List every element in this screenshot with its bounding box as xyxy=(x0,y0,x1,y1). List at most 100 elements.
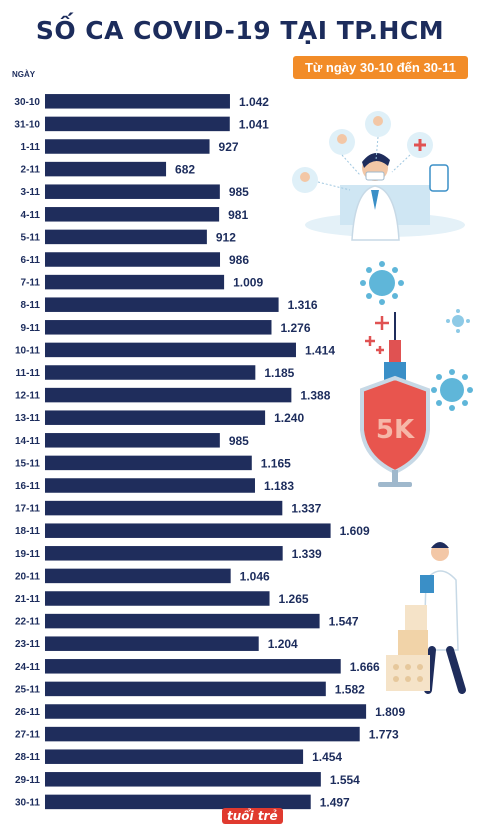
category-label: 30-10 xyxy=(14,97,40,108)
bar xyxy=(45,613,320,629)
bar xyxy=(45,546,283,561)
value-label: 1.042 xyxy=(239,95,269,109)
bar xyxy=(45,433,220,448)
bar xyxy=(45,636,259,651)
bar xyxy=(45,229,207,245)
date-range-badge: Từ ngày 30-10 đến 30-11 xyxy=(292,56,468,79)
value-label: 1.388 xyxy=(300,389,330,403)
value-label: 1.339 xyxy=(292,547,322,561)
doctor-network-illustration xyxy=(292,111,465,241)
category-label: 25-11 xyxy=(15,684,40,695)
value-label: 1.183 xyxy=(264,479,294,493)
doctor-clipboard-illustration xyxy=(386,542,466,694)
bar xyxy=(45,184,220,199)
bar xyxy=(45,591,270,606)
bar xyxy=(45,320,272,335)
bar xyxy=(45,568,231,584)
category-label: 2-11 xyxy=(21,165,41,176)
value-label: 1.041 xyxy=(239,117,269,131)
bar xyxy=(45,500,283,516)
category-label: 15-11 xyxy=(15,458,40,469)
plus-icon xyxy=(365,316,389,354)
value-label: 912 xyxy=(216,230,236,244)
value-label: 1.582 xyxy=(335,682,365,696)
vaccine-shield-icon: 5K xyxy=(360,312,430,487)
bar xyxy=(45,455,252,471)
value-label: 1.414 xyxy=(305,343,335,357)
bar xyxy=(45,365,256,380)
value-label: 1.240 xyxy=(274,411,304,425)
category-label: 28-11 xyxy=(15,752,40,763)
chart-title: SỐ CA COVID-19 TẠI TP.HCM xyxy=(35,16,445,45)
category-label: 6-11 xyxy=(21,255,41,266)
category-label: 26-11 xyxy=(15,707,40,718)
value-label: 1.666 xyxy=(350,660,380,674)
bar xyxy=(45,297,279,312)
bar xyxy=(45,659,341,674)
category-label: 5-11 xyxy=(21,232,41,243)
category-header: NGÀY xyxy=(12,70,36,79)
bar xyxy=(45,478,255,493)
value-label: 1.554 xyxy=(330,773,360,787)
category-label: 29-11 xyxy=(15,775,40,786)
category-label: 17-11 xyxy=(15,504,40,515)
value-label: 1.204 xyxy=(268,637,298,651)
value-label: 1.547 xyxy=(329,615,359,629)
value-label: 1.454 xyxy=(312,750,342,764)
category-label: 14-11 xyxy=(15,436,40,447)
virus-icon xyxy=(360,261,404,305)
category-label: 13-11 xyxy=(15,413,40,424)
value-label: 981 xyxy=(228,208,248,222)
value-label: 927 xyxy=(219,140,239,154)
value-label: 682 xyxy=(175,163,195,177)
value-label: 1.773 xyxy=(369,728,399,742)
publisher-logo: tuổi trẻ xyxy=(222,808,283,824)
category-label: 31-10 xyxy=(14,119,40,130)
value-label: 1.265 xyxy=(279,592,309,606)
bar xyxy=(45,252,221,267)
bar xyxy=(45,139,210,154)
category-label: 24-11 xyxy=(15,662,40,673)
category-label: 27-11 xyxy=(15,730,40,741)
bar xyxy=(45,523,331,538)
bar xyxy=(45,749,304,764)
value-label: 1.497 xyxy=(320,795,350,809)
value-label: 985 xyxy=(229,434,249,448)
bar xyxy=(45,772,321,787)
category-label: 8-11 xyxy=(21,300,41,311)
category-label: 11-11 xyxy=(16,368,41,379)
value-label: 1.185 xyxy=(264,366,294,380)
category-label: 16-11 xyxy=(15,481,40,492)
category-label: 9-11 xyxy=(21,323,41,334)
svg-text:5K: 5K xyxy=(376,415,415,445)
value-label: 1.276 xyxy=(280,321,310,335)
virus-icon xyxy=(446,309,470,333)
bar xyxy=(45,387,292,403)
category-label: 20-11 xyxy=(15,571,40,582)
category-label: 19-11 xyxy=(15,549,40,560)
value-label: 1.809 xyxy=(375,705,405,719)
bar xyxy=(45,681,326,697)
category-label: 3-11 xyxy=(21,187,41,198)
bar xyxy=(45,207,220,222)
bar xyxy=(45,726,360,742)
category-label: 4-11 xyxy=(21,210,41,221)
virus-icon xyxy=(431,369,473,411)
bar xyxy=(45,94,230,109)
category-label: 30-11 xyxy=(15,797,40,808)
bar xyxy=(45,342,296,358)
category-label: 1-11 xyxy=(21,142,41,153)
value-label: 985 xyxy=(229,185,249,199)
value-label: 1.165 xyxy=(261,456,291,470)
bar xyxy=(45,704,367,719)
category-label: 23-11 xyxy=(15,639,40,650)
value-label: 1.337 xyxy=(291,502,321,516)
category-label: 7-11 xyxy=(21,278,41,289)
category-label: 10-11 xyxy=(15,345,40,356)
bar xyxy=(45,274,225,290)
value-label: 986 xyxy=(229,253,249,267)
category-label: 21-11 xyxy=(15,594,40,605)
value-label: 1.609 xyxy=(340,524,370,538)
value-label: 1.009 xyxy=(233,276,263,290)
